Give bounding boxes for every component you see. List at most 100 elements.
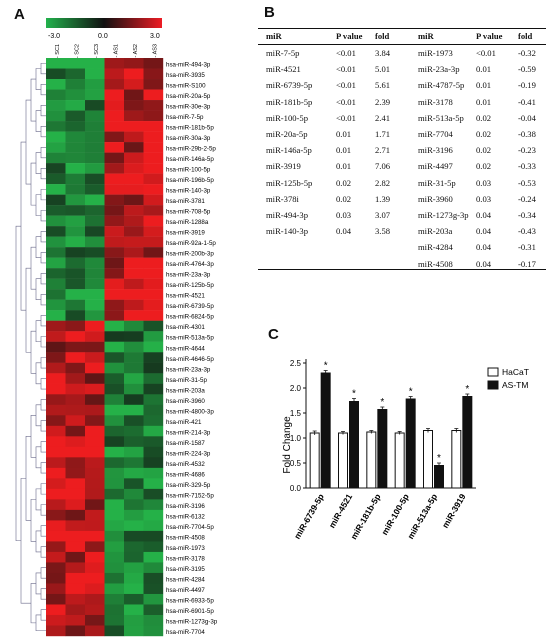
- gene-label: hsa-miR-6901-5p: [166, 608, 214, 615]
- table-row: miR-378i 0.02 1.39 miR-3960 0.03 -0.24: [258, 193, 546, 206]
- heatmap-cell: [85, 299, 105, 311]
- table-top-rule: [258, 28, 546, 29]
- heatmap-cell: [104, 593, 125, 605]
- x-tick-labels: miR-6739-5p miR-4521miR-181b-5pmiR-100-5p…: [292, 492, 468, 541]
- heatmap-cell: [124, 89, 144, 101]
- gene-label: hsa-miR-1973: [166, 545, 205, 552]
- heatmap-cell: [104, 152, 125, 164]
- dendrogram-branch: [35, 110, 41, 132]
- table-cell: miR-3960: [418, 193, 453, 204]
- heatmap-cell: [143, 163, 164, 174]
- scale-label-mid: 0.0: [98, 33, 108, 40]
- table-cell: miR-1273g-3p: [418, 210, 469, 220]
- table-cell: 1.39: [375, 193, 391, 204]
- table-row: miR-3919 0.01 7.06 miR-4497 0.02 -0.33: [258, 160, 546, 173]
- heatmap-cell: [143, 415, 164, 427]
- heatmap-cell: [143, 352, 164, 363]
- bar-hacat: [394, 432, 405, 489]
- bar-as-tm: [434, 465, 444, 489]
- x-tick-label: miR-181b-5p: [348, 492, 382, 541]
- table-cell: 0.04: [476, 210, 492, 220]
- heatmap-cell: [85, 173, 105, 185]
- heatmap-cell: [124, 205, 144, 216]
- significance-marker: *: [324, 361, 328, 372]
- heatmap-cell: [124, 499, 144, 511]
- table-cell: miR-3919: [266, 161, 301, 172]
- heatmap-cell: [104, 121, 125, 132]
- heatmap-cell: [104, 331, 125, 342]
- dendrogram-branch: [40, 441, 46, 453]
- heatmap-cell: [65, 625, 86, 637]
- table-cell: 5.61: [375, 80, 391, 91]
- table-cell: 2.82: [375, 177, 391, 188]
- gene-label: hsa-miR-30a-3p: [166, 135, 211, 142]
- bar-hacat: [309, 432, 320, 489]
- heatmap-cell: [143, 152, 164, 164]
- heatmap-cell: [85, 110, 105, 122]
- table-cell: <0.01: [336, 96, 356, 107]
- dendrogram-branch: [25, 436, 31, 521]
- heatmap-cell: [104, 194, 125, 206]
- heatmap-cell: [46, 467, 66, 479]
- heatmap-cell: [85, 205, 105, 216]
- table-cell: 0.01: [476, 64, 492, 75]
- heatmap-cell: [65, 110, 86, 122]
- table-cell: 2.71: [375, 145, 391, 156]
- heatmap-cell: [143, 299, 164, 311]
- heatmap-cell: [124, 79, 144, 90]
- significance-marker: *: [437, 453, 441, 464]
- heatmap-cell: [46, 562, 66, 574]
- gene-label: hsa-miR-3960: [166, 398, 205, 405]
- heatmap-cell: [46, 142, 66, 153]
- heatmap-cell: [85, 551, 105, 563]
- heatmap-cell: [143, 593, 164, 605]
- gene-label: hsa-miR-92a-1-5p: [166, 240, 216, 247]
- gene-label: hsa-miR-6824-5p: [166, 314, 214, 321]
- table-cell: miR-4787-5p: [418, 80, 465, 91]
- heatmap-cell: [104, 68, 125, 80]
- heatmap-cell: [65, 341, 86, 353]
- dendrogram-branch: [40, 504, 46, 516]
- heatmap-cell: [104, 394, 125, 405]
- heatmap-cell: [124, 530, 144, 542]
- heatmap-cell: [104, 467, 125, 479]
- heatmap-cell: [85, 404, 105, 416]
- gene-label: hsa-miR-513a-5p: [166, 335, 214, 342]
- heatmap-cell: [65, 488, 86, 500]
- heatmap-cell: [46, 404, 66, 416]
- chart-axes: 0.0 0.5 1.0 1.5 2.0 2.5: [290, 359, 476, 493]
- heatmap-cell: [46, 257, 66, 269]
- table-cell: miR-513a-5p: [418, 112, 464, 123]
- table-cell: -0.31: [518, 242, 536, 253]
- error-bar: [312, 430, 317, 435]
- heatmap-cell: [124, 268, 144, 279]
- panel-letter-a: A: [14, 6, 25, 23]
- table-row: miR-4521 <0.01 5.01 miR-23a-3p 0.01 -0.59: [258, 63, 546, 76]
- bar-as-tm: [377, 409, 388, 489]
- heatmap-cell: [46, 320, 66, 332]
- heatmap-cell: [85, 394, 105, 405]
- heatmap-cell: [65, 530, 86, 542]
- heatmap-cell: [85, 100, 105, 111]
- heatmap-cell: [104, 425, 125, 437]
- heatmap-cell: [104, 215, 125, 227]
- dendrogram-branch: [40, 588, 46, 600]
- heatmap-cell: [124, 331, 144, 342]
- heatmap-cell: [65, 362, 86, 374]
- heatmap-cell: [46, 509, 66, 521]
- heatmap-cell: [46, 614, 66, 626]
- heatmap-cell: [124, 352, 144, 363]
- heatmap-cell: [104, 541, 125, 553]
- heatmap-cell: [46, 163, 66, 174]
- gene-label: hsa-miR-3195: [166, 566, 205, 573]
- error-bar: [397, 431, 402, 435]
- legend-swatch: [487, 380, 499, 390]
- heatmap-cell: [46, 572, 66, 584]
- heatmap-cell: [85, 341, 105, 353]
- table-cell: <0.01: [336, 80, 356, 91]
- heatmap-cell: [143, 310, 164, 321]
- dendrogram-branch: [30, 162, 36, 206]
- y-tick-label: 0.0: [290, 484, 302, 493]
- gene-label: hsa-miR-3196: [166, 503, 205, 510]
- heatmap-cell: [124, 236, 144, 248]
